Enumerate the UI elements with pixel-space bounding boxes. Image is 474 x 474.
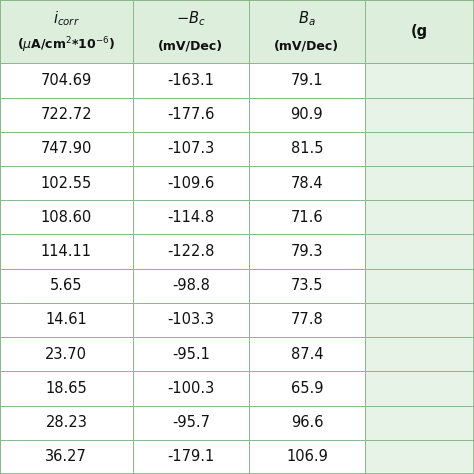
Bar (249, 98, 365, 132)
Bar (365, 132, 474, 166)
Text: -95.1: -95.1 (172, 346, 210, 362)
Text: 96.6: 96.6 (291, 415, 323, 430)
Bar (249, 440, 365, 474)
Bar (0, 235, 133, 269)
Text: -100.3: -100.3 (167, 381, 214, 396)
Bar (365, 166, 474, 200)
Bar (0, 0, 133, 64)
Bar (249, 0, 365, 64)
Text: 106.9: 106.9 (286, 449, 328, 465)
Text: -107.3: -107.3 (167, 141, 214, 156)
Bar (133, 406, 249, 440)
Bar (133, 303, 249, 337)
Text: 108.60: 108.60 (41, 210, 92, 225)
Text: -122.8: -122.8 (167, 244, 214, 259)
Bar (0, 440, 133, 474)
Text: 87.4: 87.4 (291, 346, 323, 362)
Text: 14.61: 14.61 (46, 312, 87, 328)
Bar (133, 371, 249, 406)
Text: 79.3: 79.3 (291, 244, 323, 259)
Bar (133, 166, 249, 200)
Text: (g: (g (411, 24, 428, 39)
Text: (mV/Dec): (mV/Dec) (158, 39, 223, 52)
Bar (0, 132, 133, 166)
Bar (249, 235, 365, 269)
Bar (365, 440, 474, 474)
Bar (365, 269, 474, 303)
Text: $-B_c$: $-B_c$ (176, 9, 206, 28)
Bar (365, 303, 474, 337)
Text: 704.69: 704.69 (41, 73, 92, 88)
Bar (133, 0, 249, 64)
Text: 79.1: 79.1 (291, 73, 323, 88)
Bar (0, 371, 133, 406)
Text: 722.72: 722.72 (41, 107, 92, 122)
Bar (133, 200, 249, 235)
Bar (365, 337, 474, 371)
Text: 90.9: 90.9 (291, 107, 323, 122)
Bar (0, 303, 133, 337)
Bar (249, 132, 365, 166)
Text: 18.65: 18.65 (46, 381, 87, 396)
Text: -163.1: -163.1 (167, 73, 214, 88)
Text: 71.6: 71.6 (291, 210, 323, 225)
Bar (0, 98, 133, 132)
Text: 78.4: 78.4 (291, 175, 323, 191)
Bar (133, 440, 249, 474)
Text: $i_{corr}$: $i_{corr}$ (53, 9, 80, 28)
Bar (0, 406, 133, 440)
Bar (365, 98, 474, 132)
Text: $B_a$: $B_a$ (298, 9, 316, 28)
Bar (0, 337, 133, 371)
Bar (249, 200, 365, 235)
Bar (0, 64, 133, 98)
Bar (133, 64, 249, 98)
Bar (133, 235, 249, 269)
Bar (365, 64, 474, 98)
Bar (249, 269, 365, 303)
Text: 5.65: 5.65 (50, 278, 82, 293)
Text: 65.9: 65.9 (291, 381, 323, 396)
Text: -95.7: -95.7 (172, 415, 210, 430)
Text: -109.6: -109.6 (167, 175, 214, 191)
Text: 747.90: 747.90 (41, 141, 92, 156)
Text: -114.8: -114.8 (167, 210, 214, 225)
Bar (249, 303, 365, 337)
Text: -98.8: -98.8 (172, 278, 210, 293)
Bar (365, 200, 474, 235)
Bar (133, 269, 249, 303)
Bar (249, 337, 365, 371)
Bar (249, 371, 365, 406)
Text: 28.23: 28.23 (46, 415, 87, 430)
Text: -103.3: -103.3 (167, 312, 214, 328)
Bar (249, 64, 365, 98)
Text: 23.70: 23.70 (46, 346, 87, 362)
Text: 77.8: 77.8 (291, 312, 323, 328)
Text: 81.5: 81.5 (291, 141, 323, 156)
Bar (133, 132, 249, 166)
Text: 73.5: 73.5 (291, 278, 323, 293)
Text: -177.6: -177.6 (167, 107, 214, 122)
Bar (249, 166, 365, 200)
Bar (0, 200, 133, 235)
Bar (249, 406, 365, 440)
Bar (0, 269, 133, 303)
Bar (365, 406, 474, 440)
Text: 102.55: 102.55 (41, 175, 92, 191)
Text: (mV/Dec): (mV/Dec) (274, 39, 339, 52)
Bar (365, 0, 474, 64)
Bar (133, 98, 249, 132)
Text: -179.1: -179.1 (167, 449, 214, 465)
Bar (133, 337, 249, 371)
Bar (0, 166, 133, 200)
Bar (365, 371, 474, 406)
Text: ($\mu$A/cm$^{2}$*10$^{-6}$): ($\mu$A/cm$^{2}$*10$^{-6}$) (17, 36, 116, 55)
Text: 114.11: 114.11 (41, 244, 92, 259)
Bar (365, 235, 474, 269)
Text: 36.27: 36.27 (46, 449, 87, 465)
